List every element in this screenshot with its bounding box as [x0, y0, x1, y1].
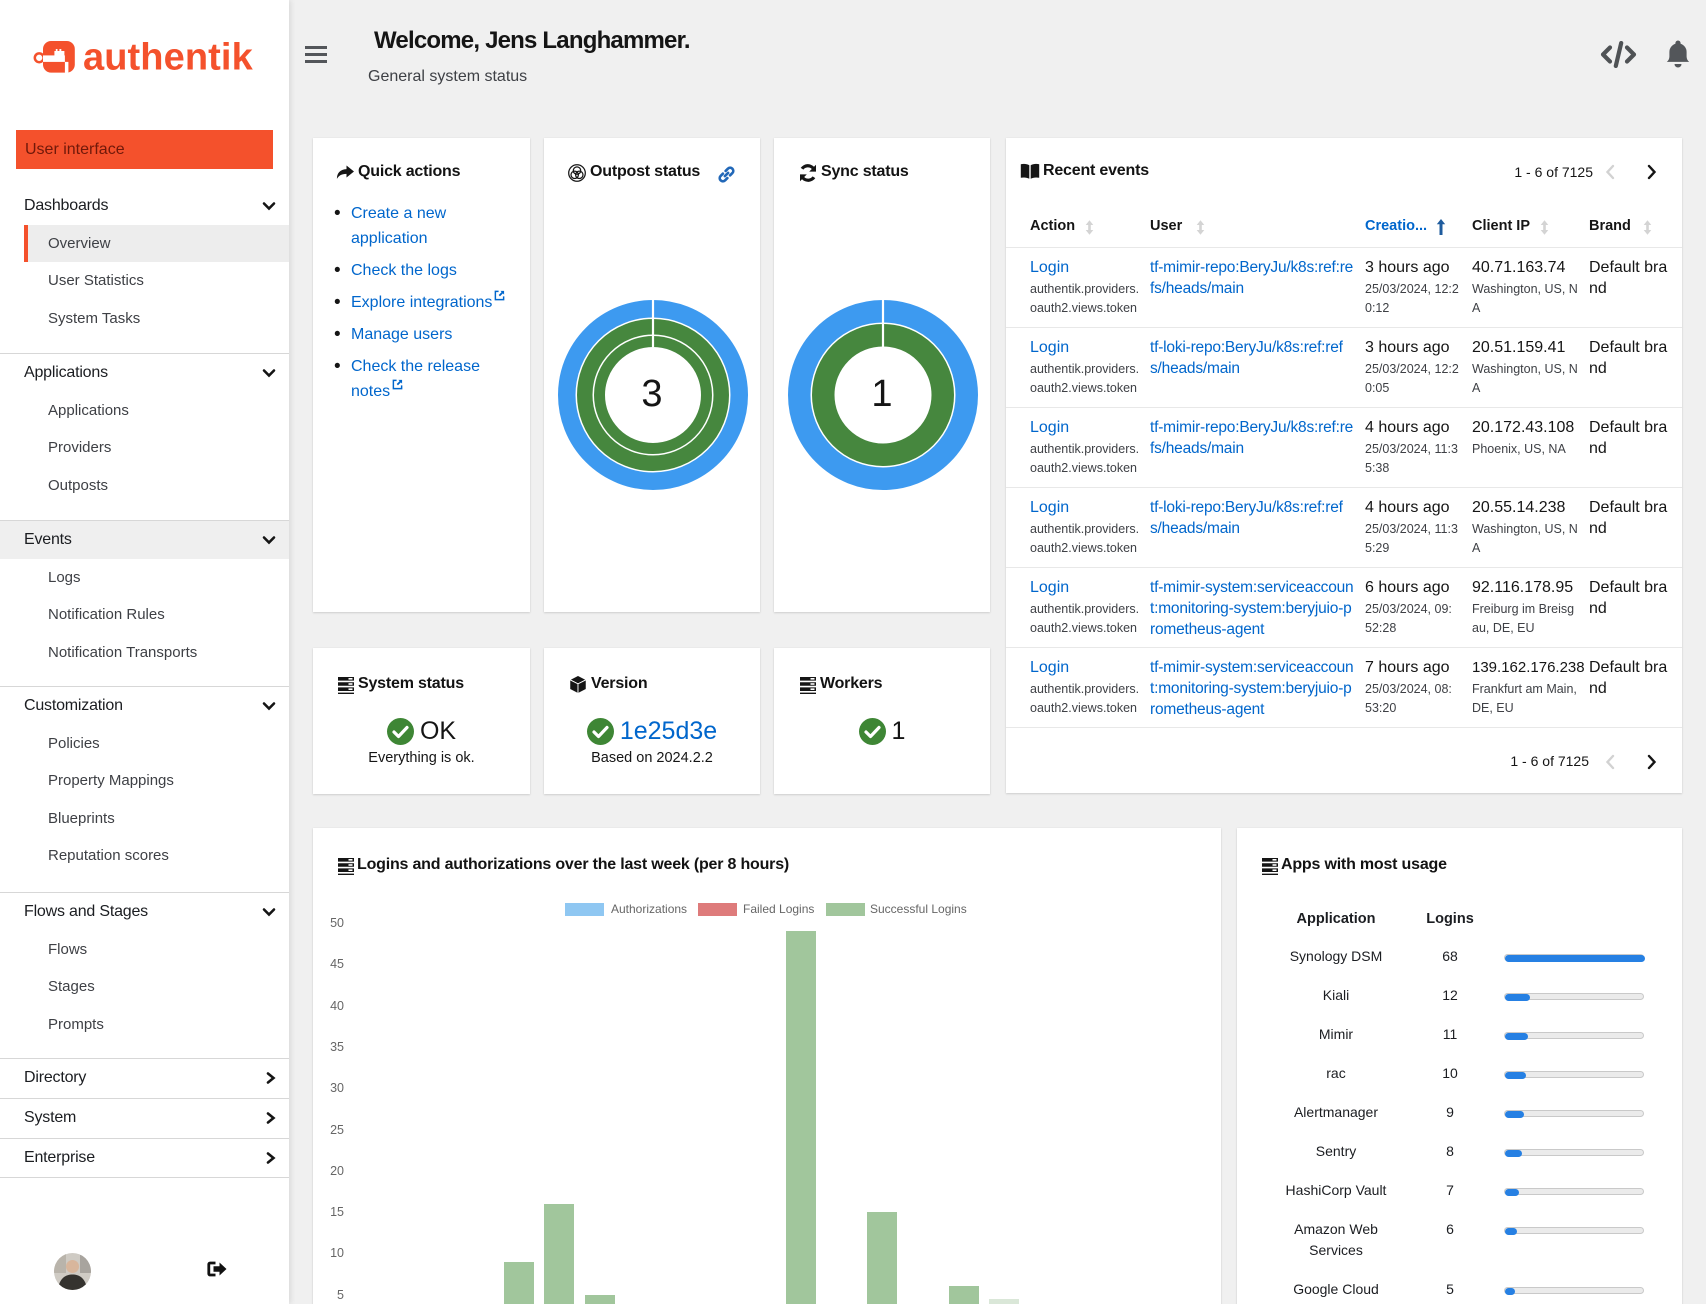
svg-text:authentik: authentik: [83, 40, 254, 73]
